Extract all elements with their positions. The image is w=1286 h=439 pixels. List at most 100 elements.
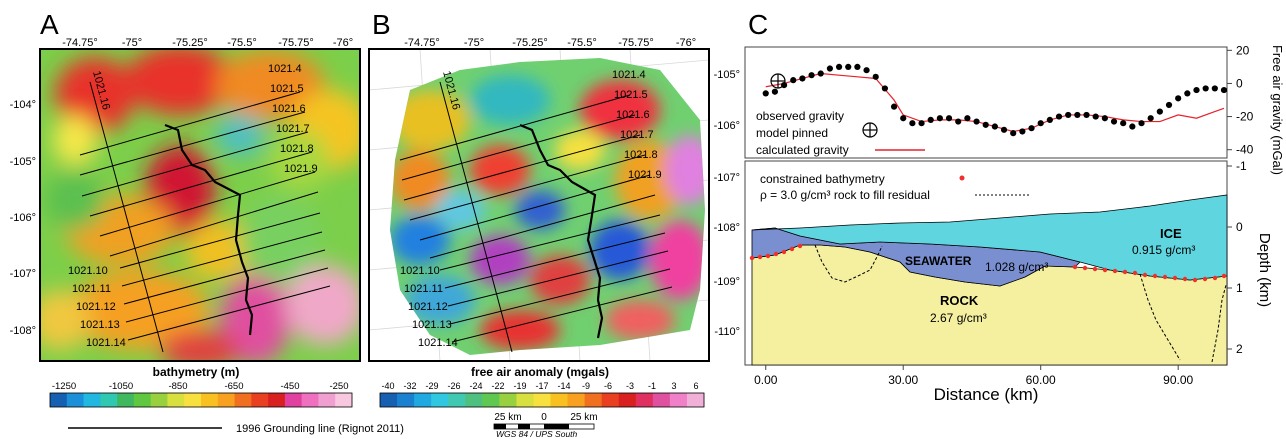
observed-gravity-point	[1129, 123, 1136, 130]
colorbar-tick: -9	[582, 381, 590, 391]
gravity-plot-frame	[744, 46, 1228, 159]
observed-gravity-point	[1055, 113, 1063, 120]
x-axis-label: Distance (km)	[934, 385, 1039, 404]
colorbar-cell	[117, 393, 135, 407]
line-label: 1021.4	[612, 69, 646, 81]
colorbar-tick: -850	[168, 381, 187, 392]
panel-b-lon-ticks: -74.75° -75° -75.25° -75.5° -75.75° -76°	[404, 37, 696, 49]
panel-b-letter: B	[372, 9, 391, 40]
fill-residual-dashed-3	[1211, 284, 1227, 363]
lat-tick: -105°	[10, 156, 36, 168]
observed-gravity-point	[863, 67, 870, 74]
colorbar-cell	[635, 393, 654, 407]
panel-a-survey-lines	[79, 81, 331, 353]
observed-gravity-point	[1065, 111, 1072, 119]
observed-gravity-point	[1037, 120, 1044, 127]
bathymetry-point	[773, 251, 779, 257]
legend-calculated-gravity: calculated gravity	[756, 143, 849, 157]
panel-b-grounding-line	[519, 123, 604, 339]
colorbar-cell	[499, 393, 517, 407]
legend-fill-residual: ρ = 3.0 g/cm³ rock to fill residual	[760, 188, 930, 202]
bathymetry-point	[1192, 277, 1198, 283]
lon-tick: -75.25°	[512, 37, 548, 49]
bathymetry-point	[1202, 276, 1208, 282]
observed-gravity-point	[927, 116, 934, 123]
line-label: 1021.10	[68, 265, 108, 277]
observed-gravity-point	[826, 65, 834, 72]
legend-model-pinned-icon	[862, 122, 878, 138]
lon-tick: -76°	[333, 37, 353, 49]
observed-gravity-point	[936, 115, 943, 122]
colorbar-tick: -14	[557, 381, 570, 391]
lon-tick: -75.75°	[278, 37, 314, 49]
observed-gravity-point	[973, 118, 980, 125]
panel-a-colorbar-title: bathymetry (m)	[153, 365, 240, 379]
x-tick: 30.00	[888, 373, 918, 387]
observed-gravity-point	[1138, 120, 1145, 127]
colorbar-cell	[335, 393, 353, 407]
panel-a: A	[10, 9, 361, 408]
ice-layer	[751, 194, 1228, 281]
model-pinned-marker	[770, 73, 786, 89]
observed-gravity-point	[890, 103, 898, 110]
colorbar-cell	[380, 393, 398, 407]
colorbar-outline	[49, 392, 353, 408]
colorbar-cell	[284, 393, 303, 407]
line-label: 1021.6	[272, 103, 306, 115]
bathymetry-point	[1162, 274, 1168, 280]
colorbar-cell	[431, 393, 449, 407]
colorbar-tick: -1250	[52, 381, 76, 392]
panel-b-colorbar	[379, 392, 705, 408]
colorbar-tick: -40	[381, 381, 394, 391]
bathymetry-point	[1112, 268, 1118, 274]
observed-gravity-point	[1101, 115, 1108, 122]
observed-gravity-point	[799, 75, 806, 82]
colorbar-cell	[268, 393, 286, 407]
observed-gravity-point	[817, 70, 824, 77]
left-tick: -106°	[714, 120, 740, 132]
bathymetry-point	[1182, 276, 1188, 282]
observed-gravity-point	[1220, 86, 1228, 94]
colorbar-cell	[516, 393, 534, 407]
lon-tick: -75°	[464, 37, 484, 49]
panel-a-colorbar	[49, 392, 353, 408]
colorbar-cell	[167, 393, 185, 407]
panel-b-line-labels: 1021.4 1021.5 1021.6 1021.7 1021.8 1021.…	[400, 69, 662, 349]
gravity-tick: -20	[1236, 110, 1254, 124]
colorbar-tick: 3	[671, 381, 676, 391]
ice-density: 0.915 g/cm³	[1132, 243, 1195, 257]
line-label: 1021.11	[72, 283, 111, 295]
colorbar-cell	[234, 393, 252, 407]
observed-gravity-point	[1074, 111, 1081, 119]
colorbar-cell	[465, 393, 483, 407]
colorbar-cell	[301, 393, 319, 407]
left-tick: -110°	[714, 326, 740, 338]
observed-gravity-point	[1184, 90, 1191, 97]
observed-gravity-point	[762, 90, 769, 97]
observed-gravity-point	[991, 123, 998, 130]
scalebar-label: 25 km	[570, 412, 597, 423]
line-label: 1021.4	[268, 63, 302, 75]
line-label: 1021.7	[276, 123, 310, 135]
panel-a-bathymetry-field	[40, 49, 360, 361]
seawater-density: 1.028 g/cm³	[985, 260, 1048, 274]
depth-tick: 0	[1236, 220, 1243, 234]
colorbar-cell	[201, 393, 219, 407]
legend-observed-gravity: observed gravity	[756, 109, 844, 123]
bathymetry-point	[757, 254, 763, 260]
left-tick: -109°	[714, 276, 740, 288]
line-label: 1021.14	[86, 337, 126, 349]
lon-tick: -74.75°	[62, 37, 98, 49]
colorbar-cell	[550, 393, 569, 407]
gravity-ylabel: Free air gravity (mGal)	[1270, 45, 1285, 175]
lon-tick: -75.25°	[172, 37, 208, 49]
line-label: 1021.13	[412, 319, 452, 331]
scalebar-label: 0	[541, 412, 547, 423]
observed-gravity-point	[1092, 113, 1099, 120]
panel-c: C -105° -106° 200-20-40 Free air gravity…	[714, 9, 1285, 404]
lon-tick: -75°	[122, 37, 142, 49]
observed-gravity-point	[845, 63, 852, 70]
bathymetry-point	[1152, 273, 1158, 279]
colorbar-cell	[83, 393, 101, 407]
